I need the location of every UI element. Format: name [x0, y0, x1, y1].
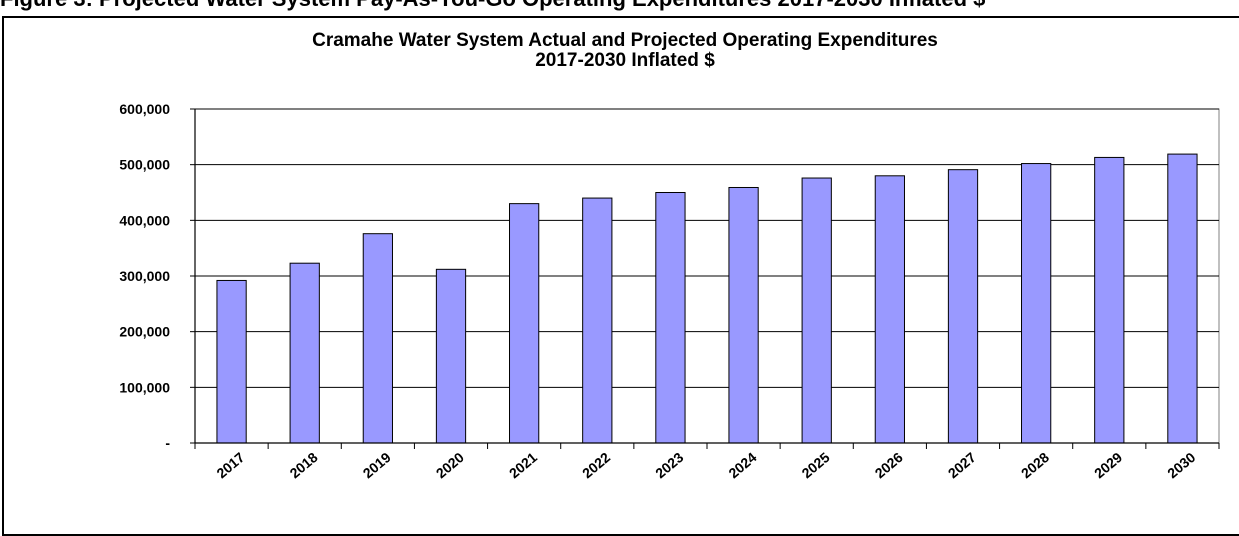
- bar-2028: [1021, 163, 1052, 444]
- x-tick-label: 2017: [213, 449, 247, 481]
- x-tick-label: 2029: [1091, 449, 1125, 481]
- chart-title: Cramahe Water System Actual and Projecte…: [312, 30, 938, 51]
- bar-2018: [289, 262, 320, 444]
- y-tick-label: 500,000: [119, 157, 170, 173]
- axes: [190, 108, 1220, 449]
- x-tick-label: 2018: [286, 449, 320, 481]
- bar-2020: [435, 268, 467, 444]
- x-tick-label: 2022: [579, 449, 613, 481]
- y-tick-label: 600,000: [119, 101, 170, 117]
- x-tick-label: 2025: [798, 449, 832, 481]
- y-tick-label: 100,000: [119, 379, 170, 395]
- bars: [216, 153, 1198, 444]
- bar-2022: [582, 197, 613, 444]
- bar-2029: [1094, 156, 1125, 444]
- x-tick-label: 2023: [652, 449, 686, 481]
- bar-2017: [216, 279, 247, 444]
- y-tick-label: 300,000: [119, 268, 170, 284]
- bar-2019: [362, 233, 393, 444]
- gridlines: [194, 108, 1220, 444]
- bar-2025: [801, 177, 832, 444]
- x-tick-label: 2026: [872, 449, 906, 481]
- figure-caption: Figure 3: Projected Water System Pay-As-…: [0, 0, 1239, 12]
- x-tick-label: 2019: [360, 449, 394, 481]
- bar-2026: [874, 175, 905, 444]
- bar-2030: [1167, 153, 1198, 444]
- x-tick-label: 2027: [945, 449, 979, 481]
- y-tick-label: 400,000: [119, 212, 170, 228]
- x-tick-label: 2020: [433, 449, 467, 481]
- bar-2024: [728, 186, 759, 444]
- bar-2023: [655, 192, 686, 444]
- bar-2027: [947, 169, 979, 444]
- x-tick-label: 2030: [1164, 449, 1198, 481]
- x-tick-label: 2021: [506, 449, 540, 481]
- x-tick-label: 2028: [1018, 449, 1052, 481]
- bar-2021: [509, 203, 540, 444]
- y-tick-label: 200,000: [119, 324, 170, 340]
- y-tick-label: -: [165, 435, 170, 451]
- y-tick-labels: - 100,000 200,000 300,000 400,000 500,000 600,…: [119, 101, 170, 451]
- x-tick-label: 2024: [725, 449, 759, 481]
- x-tick-labels: 2017 2018 2019 2020 2021 2022 2023 2024 2025 2026…: [213, 449, 1198, 481]
- bar-chart: Cramahe Water System Actual and Projecte…: [119, 30, 1220, 481]
- chart-subtitle: 2017-2030 Inflated $: [535, 50, 715, 71]
